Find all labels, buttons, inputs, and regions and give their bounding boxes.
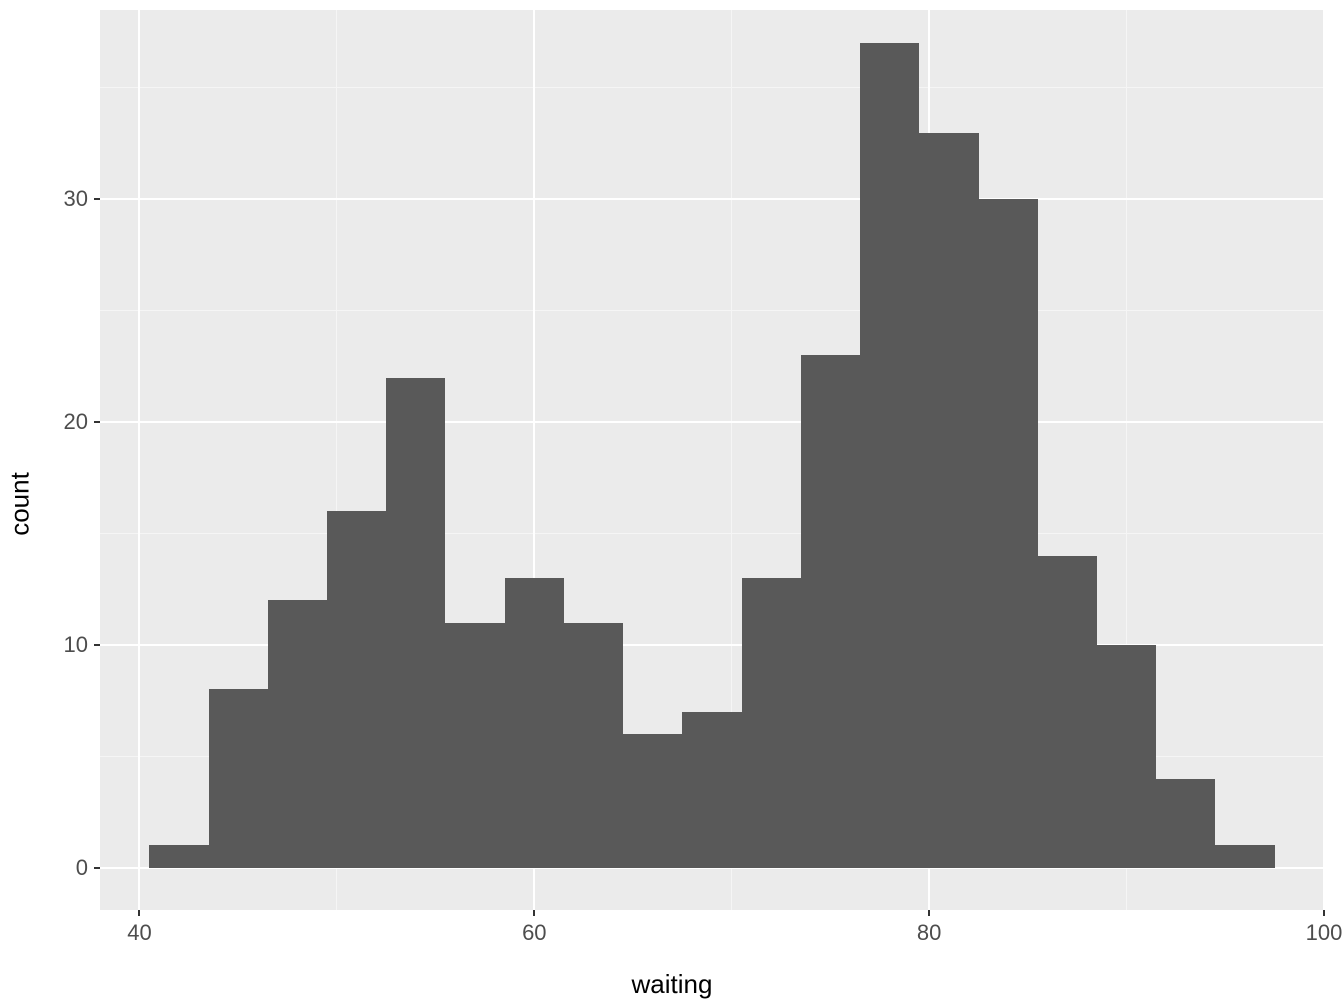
grid-major-v [1323,10,1324,910]
histogram-bar [505,578,564,868]
x-tick-label: 100 [1306,920,1343,946]
x-tick-label: 80 [917,920,941,946]
histogram-bar [919,133,978,868]
histogram-bar [1215,845,1274,867]
histogram-bar [209,689,268,867]
histogram-bar [386,378,445,868]
y-tick-mark [94,867,100,869]
histogram-bar [860,43,919,867]
y-tick-mark [94,421,100,423]
x-axis-label: waiting [632,969,713,1000]
histogram-bar [979,199,1038,867]
histogram-bar [149,845,208,867]
x-tick-mark [138,910,140,916]
x-tick-label: 60 [522,920,546,946]
histogram-bar [1038,556,1097,868]
plot-panel [100,10,1324,910]
histogram-bar [327,511,386,867]
x-tick-mark [533,910,535,916]
histogram-bar [623,734,682,868]
grid-major-h [100,421,1324,423]
y-tick-mark [94,198,100,200]
x-tick-label: 40 [127,920,151,946]
histogram-bar [682,712,741,868]
grid-minor-h [100,310,1324,311]
histogram-bar [1097,645,1156,868]
y-tick-label: 0 [76,855,88,881]
y-axis-label: count [5,472,36,536]
grid-major-v [138,10,140,910]
histogram-chart: count waiting 40 60 80 100 0 10 20 30 [0,0,1344,1008]
grid-major-h [100,198,1324,200]
histogram-bar [564,623,623,868]
histogram-bar [742,578,801,868]
y-tick-mark [94,644,100,646]
x-tick-mark [928,910,930,916]
y-tick-label: 10 [64,632,88,658]
x-tick-mark [1323,910,1325,916]
histogram-bar [801,355,860,867]
grid-minor-h [100,533,1324,534]
histogram-bar [1156,779,1215,868]
y-tick-label: 20 [64,409,88,435]
histogram-bar [445,623,504,868]
y-tick-label: 30 [64,186,88,212]
histogram-bar [268,600,327,867]
grid-minor-h [100,87,1324,88]
